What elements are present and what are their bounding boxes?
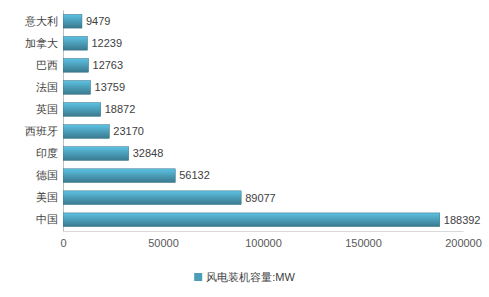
plot: 0 50000 100000 150000 200000 意大利加拿大巴西法国英国西班牙印…: [24, 11, 482, 249]
bar: [63, 36, 87, 50]
chart: 0 50000 100000 150000 200000 意大利加拿大巴西法国英国西班牙印…: [0, 0, 489, 297]
y-tick: 巴西: [36, 59, 63, 71]
x-tick: 150000: [345, 231, 382, 249]
x-tick-label: 150000: [345, 237, 382, 249]
bar: [63, 213, 440, 227]
y-axis: 意大利加拿大巴西法国英国西班牙印度德国美国中国: [24, 11, 64, 232]
bar: [63, 59, 89, 73]
x-tick-label: 50000: [148, 237, 179, 249]
y-tick-label: 意大利: [24, 15, 58, 27]
x-tick: 50000: [148, 231, 179, 249]
y-tick-label: 美国: [36, 191, 58, 203]
data-label: 9479: [86, 15, 110, 27]
bar: [63, 169, 175, 183]
y-tick: 印度: [36, 147, 63, 159]
bar: [63, 125, 109, 139]
x-axis-line: [64, 231, 464, 232]
x-axis: 0 50000 100000 150000 200000: [60, 231, 481, 249]
y-tick-label: 中国: [36, 213, 58, 225]
y-tick: 西班牙: [25, 125, 63, 137]
data-label: 23170: [113, 125, 144, 137]
bar: [63, 81, 91, 95]
y-tick: 美国: [36, 191, 63, 203]
data-label: 12763: [93, 59, 124, 71]
bar: [63, 103, 101, 117]
data-label: 89077: [245, 192, 276, 204]
bars: [63, 14, 440, 226]
y-tick-label: 法国: [36, 81, 58, 93]
x-tick: 0: [60, 231, 66, 249]
legend: 风电装机容量:MW: [194, 271, 295, 283]
x-tick-label: 0: [60, 237, 66, 249]
bar: [63, 147, 129, 161]
y-tick-label: 德国: [36, 169, 58, 181]
data-labels: 9479 12239 12763 13759 18872 23170 32848 56132 8…: [86, 15, 481, 226]
y-tick: 加拿大: [25, 37, 63, 49]
y-tick-label: 英国: [36, 103, 58, 115]
y-tick: 中国: [36, 213, 63, 225]
x-tick: 100000: [245, 231, 282, 249]
data-label: 12239: [91, 37, 122, 49]
y-tick: 德国: [36, 169, 63, 181]
legend-label: 风电装机容量:MW: [206, 271, 295, 283]
x-tick-label: 200000: [445, 237, 482, 249]
x-tick: 200000: [445, 231, 482, 249]
y-tick-label: 印度: [36, 147, 58, 159]
y-tick-label: 加拿大: [25, 37, 58, 49]
data-label: 13759: [95, 81, 126, 93]
legend-swatch: [194, 273, 202, 281]
y-tick-label: 巴西: [36, 59, 58, 71]
x-tick-label: 100000: [245, 237, 282, 249]
bar: [63, 191, 241, 205]
data-label: 32848: [133, 147, 164, 159]
y-tick: 意大利: [24, 15, 63, 27]
y-tick-label: 西班牙: [25, 125, 58, 137]
data-label: 18872: [105, 103, 136, 115]
y-tick: 英国: [36, 103, 63, 115]
data-label: 56132: [179, 169, 210, 181]
bar: [63, 14, 82, 28]
data-label: 188392: [444, 214, 481, 226]
y-tick: 法国: [36, 81, 63, 93]
